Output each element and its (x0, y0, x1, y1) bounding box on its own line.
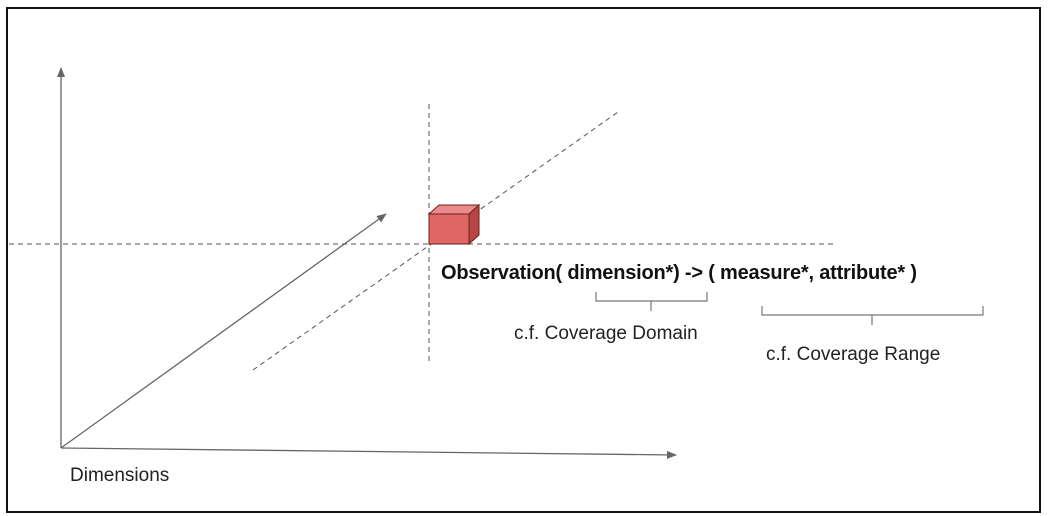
coverage-range-label: c.f. Coverage Range (766, 344, 941, 365)
x-axis-arrow (60, 447, 677, 459)
dimensions-label: Dimensions (70, 465, 170, 486)
observation-formula: Observation( dimension*) -> ( measure*, … (441, 262, 917, 284)
z-axis-arrow (60, 213, 387, 449)
observation-cube (427, 203, 481, 246)
range-brace (761, 306, 984, 325)
cube-front-face (428, 213, 470, 245)
diagonal-dashed-guide (252, 111, 619, 371)
coverage-domain-label: c.f. Coverage Domain (514, 323, 698, 344)
domain-brace (595, 292, 708, 311)
diagram-frame (6, 7, 1041, 513)
